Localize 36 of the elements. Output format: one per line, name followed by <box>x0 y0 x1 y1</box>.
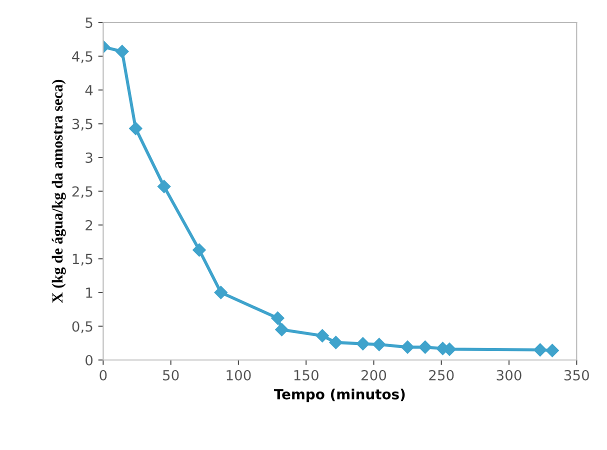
point <box>316 329 329 342</box>
x-tick-label: 100 <box>226 370 251 380</box>
x-tick-label: 350 <box>564 370 589 380</box>
x-tick-label: 50 <box>163 370 179 380</box>
x-tick-label: 200 <box>362 370 386 380</box>
point <box>418 340 432 354</box>
x-tick-label: 150 <box>294 370 318 380</box>
y-tick-label: 3,5 <box>72 118 92 131</box>
point <box>534 343 547 356</box>
point <box>356 337 370 350</box>
y-tick-label: 1 <box>86 288 92 298</box>
y-tick-label: 2 <box>86 220 92 230</box>
x-axis-title: Tempo (minutos) <box>274 388 405 402</box>
point <box>546 344 559 358</box>
x-tick-label: 250 <box>429 370 454 380</box>
point <box>157 180 171 194</box>
y-tick-label: 0,5 <box>72 321 92 334</box>
y-tick-label: 3 <box>86 152 92 163</box>
y-tick-label: 4,5 <box>72 51 92 64</box>
y-tick-label: 0 <box>86 354 93 366</box>
point <box>400 340 414 354</box>
point <box>329 336 342 350</box>
y-tick-label: 4 <box>85 85 93 96</box>
y-tick-label: 5 <box>86 18 92 28</box>
x-tick-label: 0 <box>100 370 107 380</box>
x-tick-label: 300 <box>496 370 522 380</box>
point <box>275 323 288 336</box>
point <box>129 122 142 136</box>
point <box>192 243 206 257</box>
point <box>214 286 228 300</box>
point <box>372 338 386 352</box>
y-tick-label: 2,5 <box>72 186 92 198</box>
y-tick-label: 1,5 <box>72 254 92 266</box>
y-axis-title: X (kg de água/kg da amostra seca) <box>52 80 66 303</box>
point <box>116 44 129 58</box>
point <box>271 312 284 325</box>
